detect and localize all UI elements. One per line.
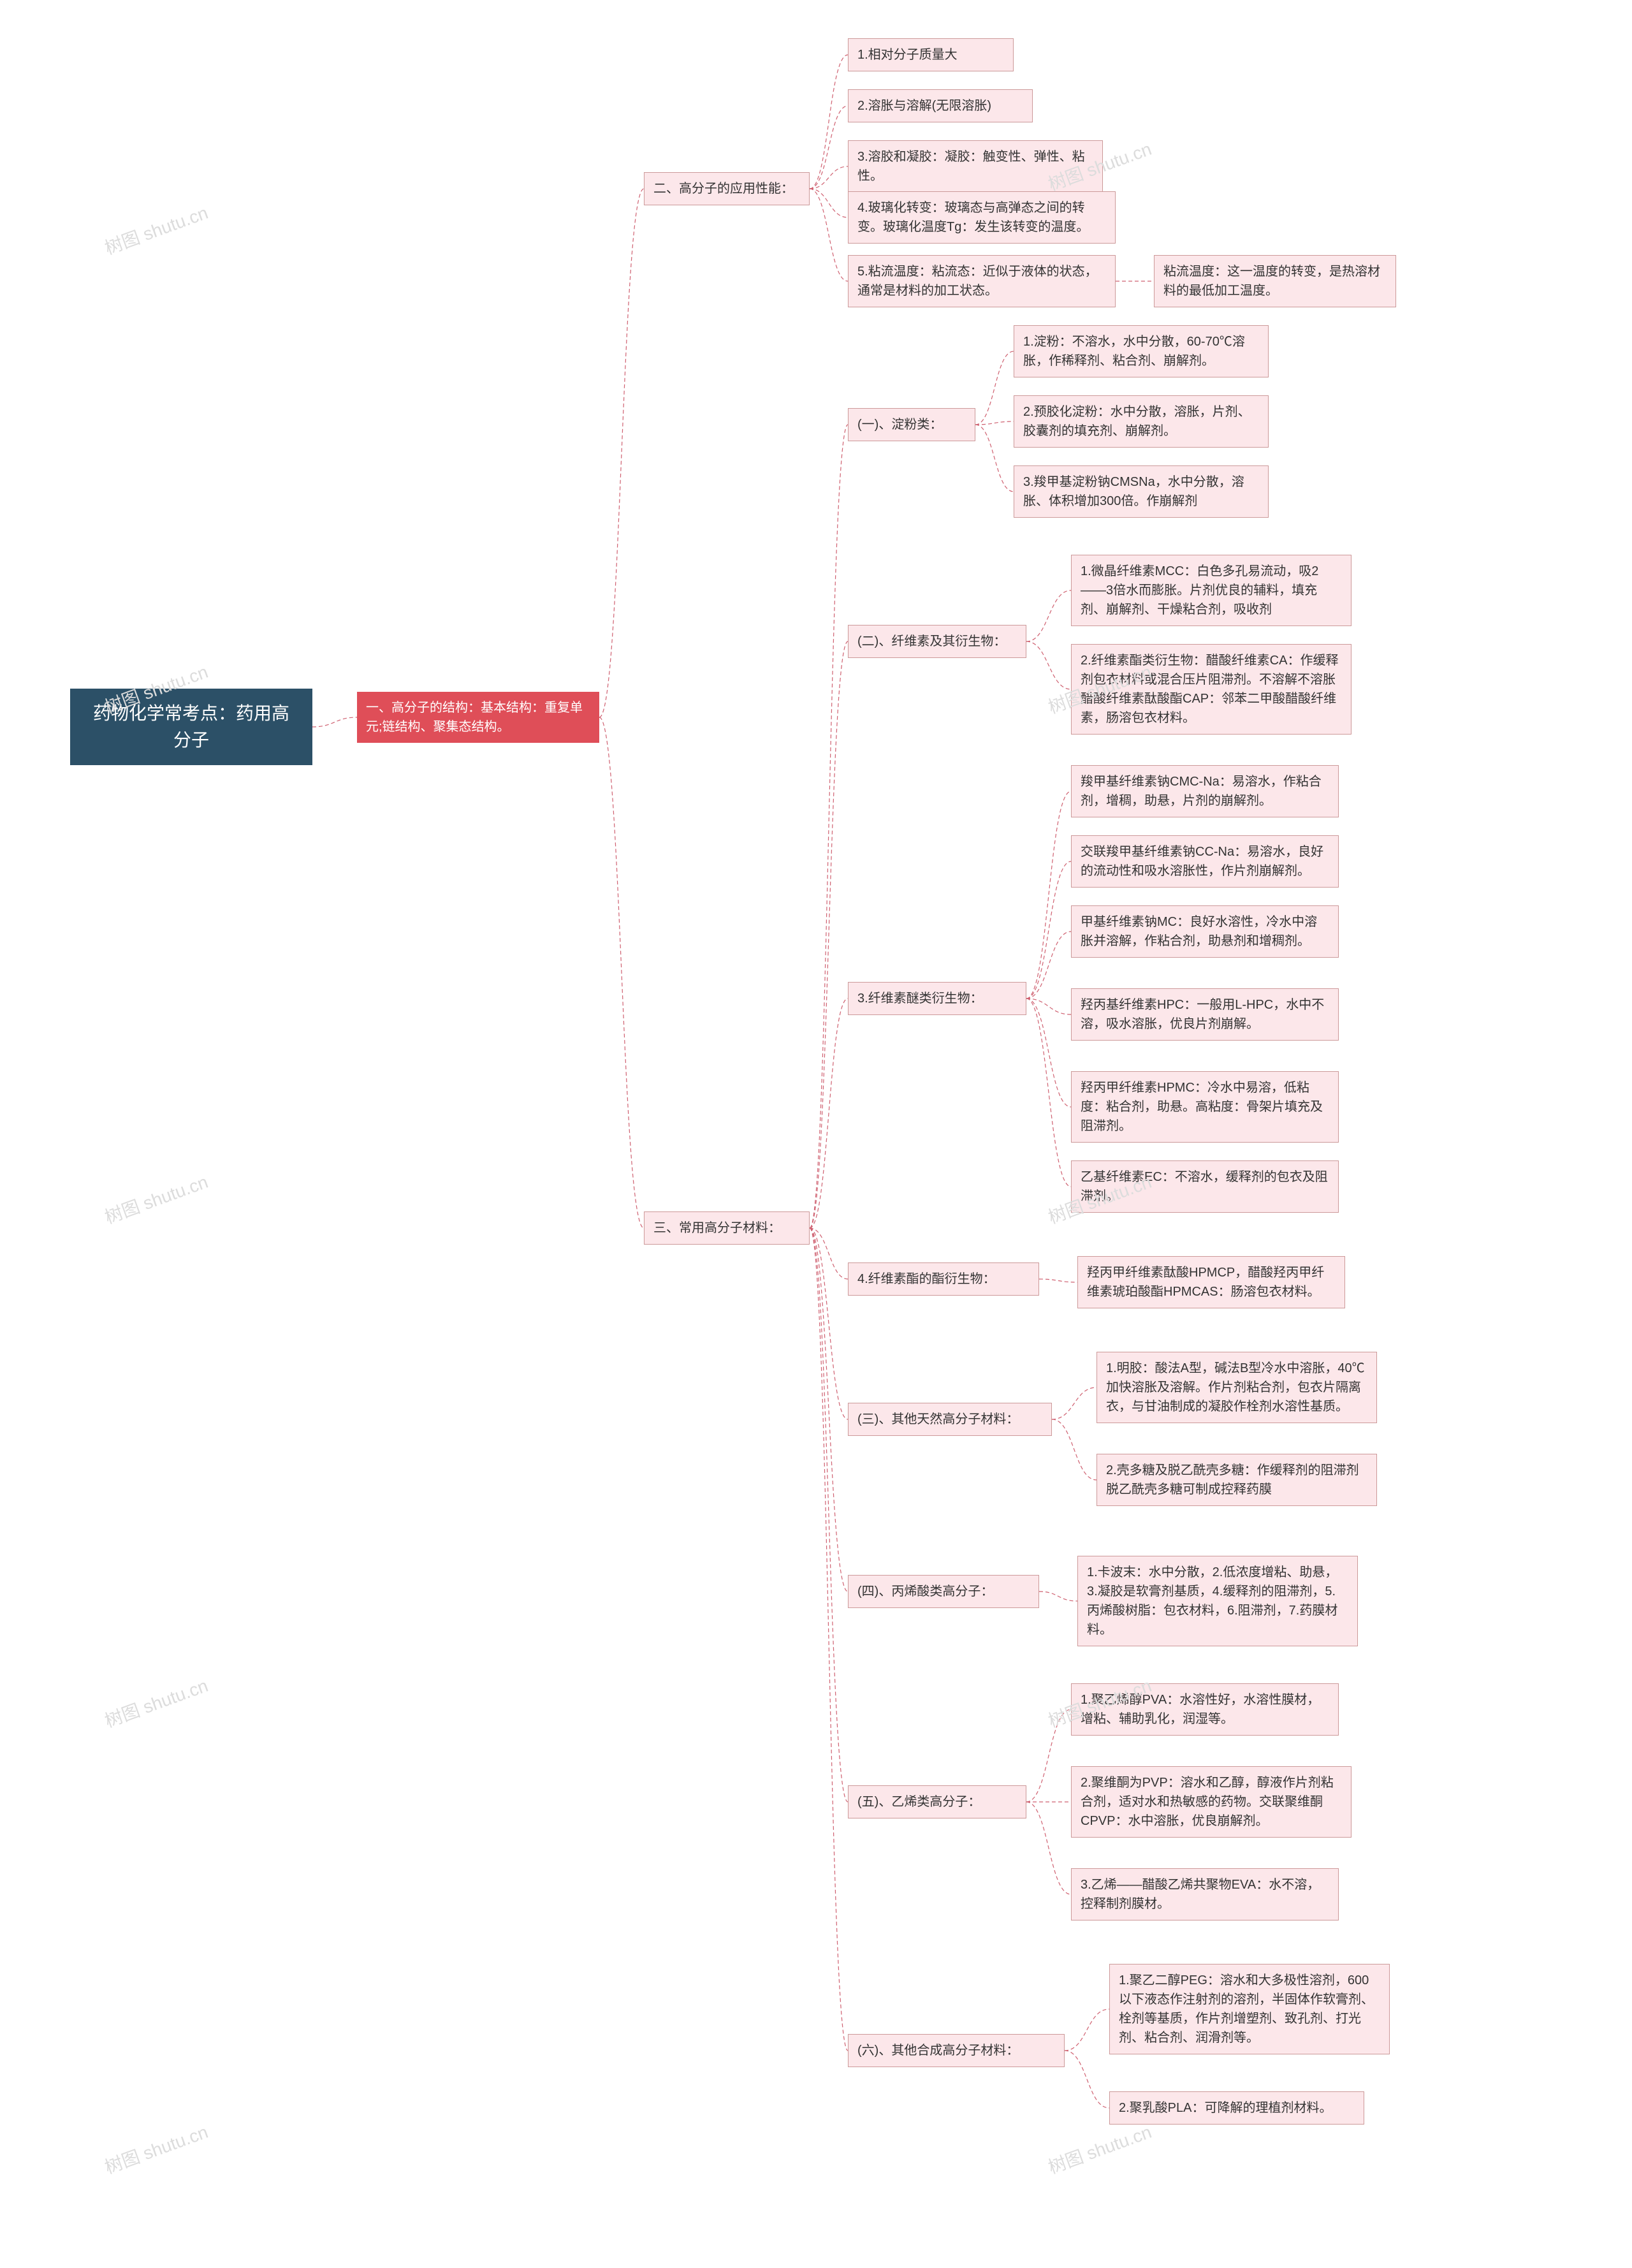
mindmap-node[interactable]: 羟丙基纤维素HPC：一般用L-HPC，水中不溶，吸水溶胀，优良片剂崩解。 [1071, 988, 1339, 1041]
mindmap-node[interactable]: 粘流温度：这一温度的转变，是热溶材料的最低加工温度。 [1154, 255, 1396, 307]
connector-line [1026, 1709, 1071, 1802]
mindmap-node[interactable]: 1.聚乙二醇PEG：溶水和大多极性溶剂，600以下液态作注射剂的溶剂，半固体作软… [1109, 1964, 1390, 2054]
mindmap-node[interactable]: 3.溶胶和凝胶：凝胶：触变性、弹性、粘性。 [848, 140, 1103, 193]
connector-line [1026, 1802, 1071, 1894]
connection-layer [0, 0, 1632, 2268]
mindmap-node[interactable]: (一)、淀粉类： [848, 408, 975, 441]
mindmap-node[interactable]: 1.淀粉：不溶水，水中分散，60-70℃溶胀，作稀释剂、粘合剂、崩解剂。 [1014, 325, 1269, 377]
connector-line [810, 1228, 848, 2051]
mindmap-node[interactable]: 甲基纤维素钠MC：良好水溶性，冷水中溶胀并溶解，作粘合剂，助悬剂和增稠剂。 [1071, 905, 1339, 958]
connector-line [810, 106, 848, 189]
connector-line [1026, 999, 1071, 1014]
mindmap-node[interactable]: 交联羧甲基纤维素钠CC-Na：易溶水，良好的流动性和吸水溶胀性，作片剂崩解剂。 [1071, 835, 1339, 888]
connector-line [599, 717, 644, 1228]
connector-line [1065, 2009, 1109, 2051]
connector-line [1039, 1591, 1077, 1601]
mindmap-node[interactable]: 2.纤维素酯类衍生物：醋酸纤维素CA：作缓释剂包衣材料或混合压片阻滞剂。不溶解不… [1071, 644, 1352, 735]
connector-line [599, 189, 644, 717]
watermark-text: 树图 shutu.cn [1044, 2118, 1155, 2179]
mindmap-node[interactable]: 2.预胶化淀粉：水中分散，溶胀，片剂、胶囊剂的填充剂、崩解剂。 [1014, 395, 1269, 448]
mindmap-node[interactable]: 1.微晶纤维素MCC：白色多孔易流动，吸2——3倍水而膨胀。片剂优良的辅料，填充… [1071, 555, 1352, 626]
watermark-text: 树图 shutu.cn [101, 199, 211, 260]
mindmap-node[interactable]: 3.乙烯——醋酸乙烯共聚物EVA：水不溶，控释制剂膜材。 [1071, 1868, 1339, 1920]
mindmap-node[interactable]: 羧甲基纤维素钠CMC-Na：易溶水，作粘合剂，增稠，助悬，片剂的崩解剂。 [1071, 765, 1339, 817]
watermark-text: 树图 shutu.cn [101, 2118, 211, 2179]
connector-line [1026, 641, 1071, 689]
connector-line [1026, 791, 1071, 999]
mindmap-canvas: 药物化学常考点：药用高分子一、高分子的结构：基本结构：重复单元;链结构、聚集态结… [0, 0, 1632, 2268]
mindmap-node[interactable]: 乙基纤维素EC：不溶水，缓释剂的包衣及阻滞剂。 [1071, 1160, 1339, 1213]
mindmap-node[interactable]: 1.聚乙烯醇PVA：水溶性好，水溶性膜材，增粘、辅助乳化，润湿等。 [1071, 1683, 1339, 1736]
mindmap-node[interactable]: 2.聚维酮为PVP：溶水和乙醇，醇液作片剂粘合剂，适对水和热敏感的药物。交联聚维… [1071, 1766, 1352, 1838]
connector-line [810, 1228, 848, 1591]
connector-line [1052, 1419, 1096, 1480]
mindmap-node[interactable]: 4.玻璃化转变：玻璃态与高弹态之间的转变。玻璃化温度Tg：发生该转变的温度。 [848, 191, 1116, 244]
connector-line [810, 425, 848, 1228]
mindmap-node[interactable]: 1.卡波末：水中分散，2.低浓度增粘、助悬，3.凝胶是软膏剂基质，4.缓释剂的阻… [1077, 1556, 1358, 1646]
mindmap-node[interactable]: (四)、丙烯酸类高分子： [848, 1575, 1039, 1608]
mindmap-node[interactable]: 三、常用高分子材料： [644, 1211, 810, 1245]
mindmap-node[interactable]: 5.粘流温度：粘流态：近似于液体的状态，通常是材料的加工状态。 [848, 255, 1116, 307]
connector-line [975, 351, 1014, 425]
connector-line [810, 55, 848, 189]
mindmap-node[interactable]: 2.聚乳酸PLA：可降解的理植剂材料。 [1109, 2091, 1364, 2125]
connector-line [810, 1228, 848, 1419]
connector-line [810, 1228, 848, 1279]
mindmap-node[interactable]: 4.纤维素酯的酯衍生物： [848, 1262, 1039, 1296]
mindmap-node[interactable]: 羟丙甲纤维素HPMC：冷水中易溶，低粘度：粘合剂，助悬。高粘度：骨架片填充及阻滞… [1071, 1071, 1339, 1143]
connector-line [1026, 999, 1071, 1107]
connector-line [975, 421, 1014, 425]
connector-line [1026, 999, 1071, 1187]
connector-line [810, 641, 848, 1228]
mindmap-node[interactable]: 2.溶胀与溶解(无限溶胀) [848, 89, 1033, 122]
connector-line [1052, 1387, 1096, 1419]
mindmap-node[interactable]: 二、高分子的应用性能： [644, 172, 810, 205]
mindmap-node[interactable]: (六)、其他合成高分子材料： [848, 2034, 1065, 2067]
mindmap-node[interactable]: 2.壳多糖及脱乙酰壳多糖：作缓释剂的阻滞剂 脱乙酰壳多糖可制成控释药膜 [1096, 1454, 1377, 1506]
mindmap-node[interactable]: 1.相对分子质量大 [848, 38, 1014, 71]
connector-line [1026, 590, 1071, 641]
mindmap-node[interactable]: (二)、纤维素及其衍生物： [848, 625, 1026, 658]
mindmap-node[interactable]: (五)、乙烯类高分子： [848, 1785, 1026, 1818]
watermark-text: 树图 shutu.cn [101, 1672, 211, 1733]
watermark-text: 树图 shutu.cn [101, 1168, 211, 1229]
connector-line [810, 189, 848, 217]
connector-line [312, 717, 357, 727]
connector-line [1065, 2051, 1109, 2108]
mindmap-node[interactable]: 一、高分子的结构：基本结构：重复单元;链结构、聚集态结构。 [357, 692, 599, 743]
mindmap-node[interactable]: (三)、其他天然高分子材料： [848, 1403, 1052, 1436]
connector-line [1039, 1279, 1077, 1282]
connector-line [810, 166, 848, 189]
mindmap-node[interactable]: 3.纤维素醚类衍生物： [848, 982, 1026, 1015]
connector-line [810, 189, 848, 281]
connector-line [1026, 932, 1071, 999]
connector-line [810, 999, 848, 1228]
connector-line [810, 1228, 848, 1802]
connector-line [975, 425, 1014, 492]
mindmap-node[interactable]: 3.羧甲基淀粉钠CMSNa，水中分散，溶胀、体积增加300倍。作崩解剂 [1014, 465, 1269, 518]
mindmap-node[interactable]: 1.明胶：酸法A型，碱法B型冷水中溶胀，40℃加快溶胀及溶解。作片剂粘合剂，包衣… [1096, 1352, 1377, 1423]
mindmap-node[interactable]: 药物化学常考点：药用高分子 [70, 689, 312, 765]
connector-line [1026, 861, 1071, 999]
mindmap-node[interactable]: 羟丙甲纤维素酞酸HPMCP，醋酸羟丙甲纤维素琥珀酸酯HPMCAS：肠溶包衣材料。 [1077, 1256, 1345, 1308]
